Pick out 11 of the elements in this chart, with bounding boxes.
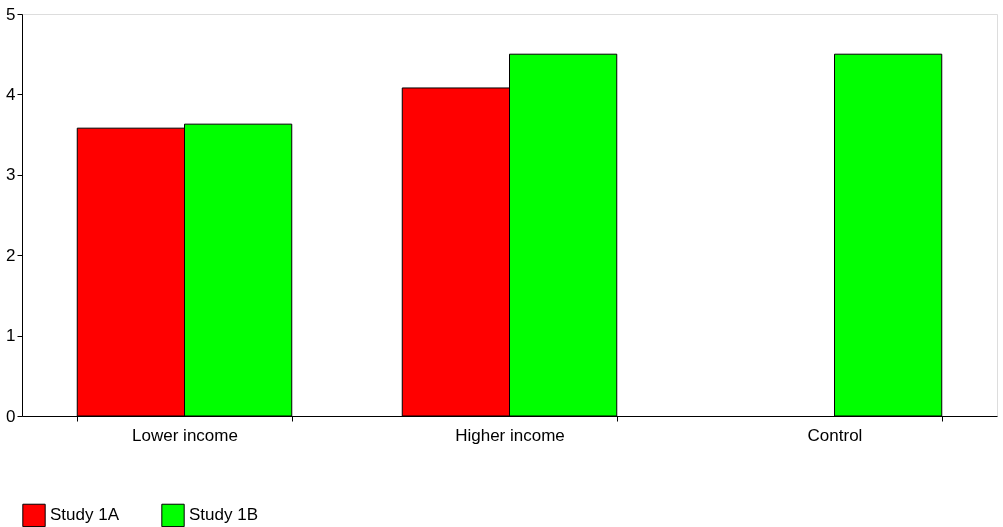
x-tick-label: Control	[807, 425, 863, 445]
x-tick-label: Higher income	[455, 425, 565, 445]
x-tick-label: Lower income	[132, 425, 238, 445]
y-tick-label: 0	[6, 406, 16, 426]
y-tick-label: 3	[6, 165, 16, 185]
y-tick-label: 2	[6, 245, 16, 265]
y-tick-label: 5	[6, 4, 16, 24]
y-tick-label: 1	[6, 326, 16, 346]
legend-label: Study 1A	[50, 505, 120, 525]
y-tick-label: 4	[6, 84, 16, 104]
legend-label: Study 1B	[189, 505, 258, 525]
